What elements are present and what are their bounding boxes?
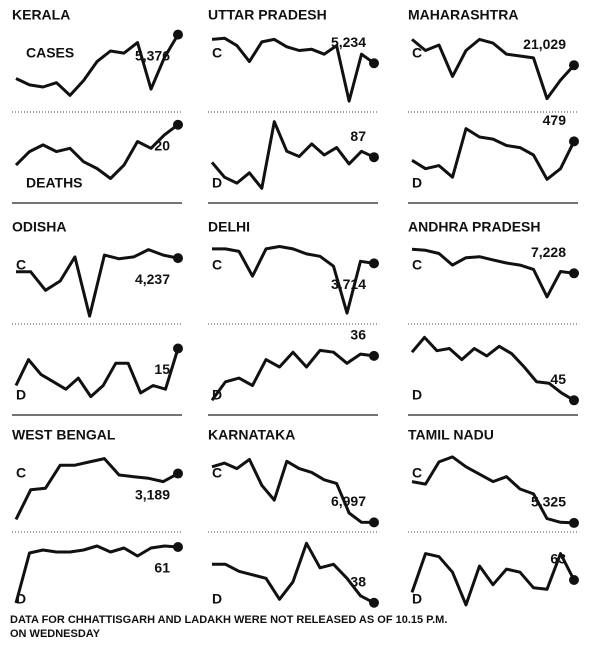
series-label: D (412, 387, 422, 403)
value-label: 7,228 (531, 244, 566, 260)
sparkline (411, 127, 576, 181)
value-label: 4,237 (135, 271, 170, 287)
value-label: 36 (350, 327, 366, 343)
sparkline (211, 36, 375, 103)
value-label: 5,325 (531, 494, 566, 510)
series-label: C (412, 257, 422, 273)
series-label: D (16, 591, 26, 607)
series-label: C (412, 45, 422, 61)
value-label: 5,234 (331, 34, 366, 50)
end-dot (173, 253, 183, 264)
sparkline (410, 335, 575, 402)
end-dot (173, 468, 183, 479)
state-title: UTTAR PRADESH (208, 7, 327, 23)
sparkline (15, 33, 180, 97)
end-dot (173, 119, 183, 130)
sparkline (14, 544, 179, 604)
series-label: C (412, 465, 422, 481)
sparkline (411, 455, 575, 525)
value-label: 3,189 (135, 486, 170, 502)
end-dot (369, 58, 379, 69)
sparkline (411, 37, 576, 101)
sparkline (14, 348, 180, 399)
end-dot (173, 542, 183, 552)
end-dot (569, 136, 579, 147)
value-label: 61 (154, 560, 170, 576)
end-dot (369, 517, 379, 528)
end-dot (569, 60, 579, 71)
state-title: MAHARASHTRA (408, 7, 518, 23)
footnote: ON WEDNESDAY (10, 628, 101, 640)
series-label: D (412, 591, 422, 607)
series-label: C (16, 257, 26, 273)
value-label: 20 (154, 137, 170, 153)
state-title: ANDHRA PRADESH (408, 219, 541, 235)
sparkline (410, 552, 576, 607)
sparkline (210, 348, 375, 402)
value-label: 3,714 (331, 276, 366, 292)
sparkline (14, 457, 179, 521)
value-label: 38 (350, 573, 366, 589)
state-title: WEST BENGAL (12, 427, 116, 443)
state-title: KERALA (12, 7, 70, 23)
series-label: C (212, 257, 222, 273)
end-dot (173, 29, 183, 40)
series-label: D (16, 387, 26, 403)
state-title: DELHI (208, 219, 250, 235)
series-label: CASES (26, 45, 74, 61)
series-label: D (412, 175, 422, 191)
value-label: 6,997 (331, 493, 366, 509)
end-dot (569, 517, 579, 528)
value-label: 5,376 (135, 47, 170, 63)
end-dot (569, 268, 579, 279)
state-title: KARNATAKA (208, 427, 295, 443)
sparkline (212, 541, 375, 605)
sparkline (211, 457, 375, 524)
end-dot (369, 350, 379, 361)
end-dot (173, 343, 183, 354)
series-label: C (212, 465, 222, 481)
series-label: D (212, 591, 222, 607)
end-dot (569, 575, 579, 585)
series-label: DEATHS (26, 175, 83, 191)
sparkline (411, 247, 575, 299)
footnote: DATA FOR CHHATTISGARH AND LADAKH WERE NO… (10, 614, 447, 626)
end-dot (369, 258, 379, 269)
value-label: 479 (543, 112, 567, 128)
state-title: ODISHA (12, 219, 66, 235)
series-label: D (212, 175, 222, 191)
series-label: D (212, 387, 222, 403)
end-dot (369, 597, 379, 608)
end-dot (369, 152, 379, 163)
value-label: 87 (350, 128, 366, 144)
series-label: C (16, 465, 26, 481)
sparkline (210, 120, 375, 190)
value-label: 63 (550, 551, 566, 567)
value-label: 45 (550, 371, 566, 387)
series-label: C (212, 45, 222, 61)
sparkline (14, 123, 179, 180)
sparkline (16, 248, 179, 318)
sparkline (212, 245, 375, 315)
value-label: 21,029 (523, 36, 566, 52)
value-label: 15 (154, 361, 170, 377)
end-dot (569, 395, 579, 406)
state-title: TAMIL NADU (408, 427, 494, 443)
